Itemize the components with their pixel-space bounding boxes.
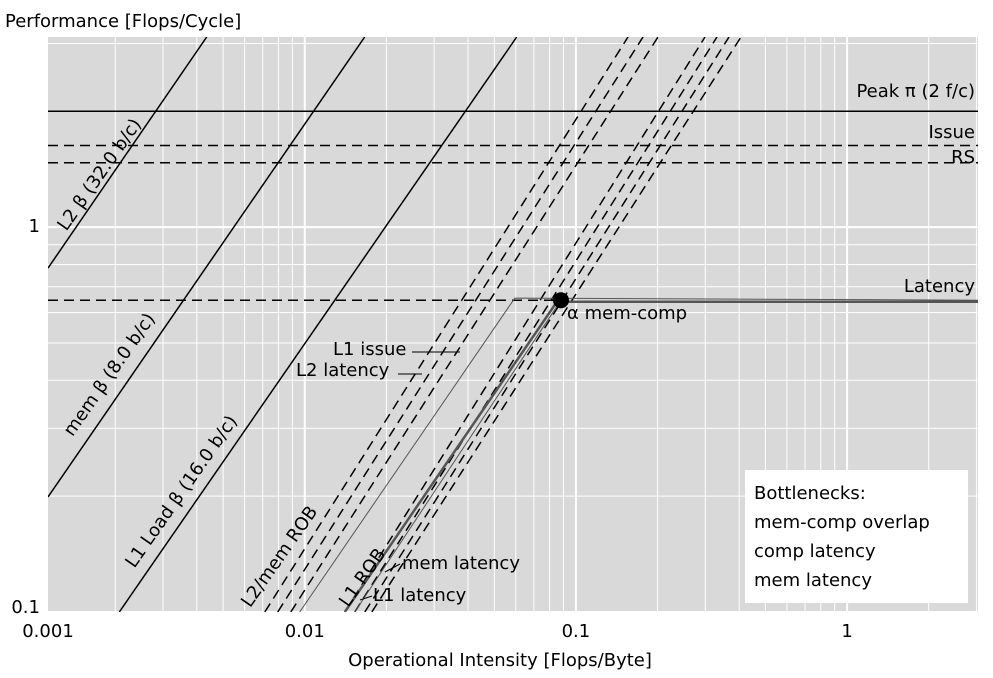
roof-line: [354, 37, 718, 612]
annotation: L1 issue: [333, 339, 406, 360]
annotation: RS: [951, 147, 975, 168]
roof-line: [48, 37, 208, 269]
annotation: Latency: [904, 276, 975, 297]
y-tick-label: 1: [29, 216, 40, 237]
legend-item: mem latency: [754, 570, 872, 591]
x-tick-label: 0.01: [285, 621, 325, 642]
x-tick-label: 0.1: [562, 621, 591, 642]
leader-line: [359, 595, 373, 601]
annotation: L1 latency: [373, 585, 467, 606]
legend-box: [745, 470, 968, 603]
annotation: Issue: [928, 122, 975, 143]
roof-line: [48, 37, 366, 498]
roof-line: [371, 37, 742, 612]
data-point: [552, 292, 569, 309]
y-tick-label: 0.1: [11, 597, 40, 618]
annotation: Peak π (2 f/c): [856, 81, 975, 102]
legend-item: comp latency: [754, 541, 876, 562]
roof-line: [299, 297, 978, 612]
x-tick-label: 1: [841, 621, 852, 642]
annotation: α mem-comp: [567, 303, 687, 324]
roof-line: [118, 37, 518, 612]
chart-title: Performance [Flops/Cycle]: [5, 11, 241, 32]
roof-line: [290, 37, 659, 612]
x-axis-label: Operational Intensity [Flops/Byte]: [348, 650, 652, 671]
legend-title: Bottlenecks:: [754, 483, 866, 504]
roof-line: [264, 37, 629, 612]
roof-line: [277, 37, 644, 612]
x-tick-label: 0.001: [22, 621, 74, 642]
roof-line: [354, 299, 562, 612]
legend-item: mem-comp overlap: [754, 512, 930, 533]
roof-line: [344, 37, 706, 612]
roof-line: [364, 37, 730, 612]
annotation: mem latency: [402, 553, 520, 574]
leader-line: [384, 563, 401, 573]
annotation: L2 latency: [296, 360, 390, 381]
